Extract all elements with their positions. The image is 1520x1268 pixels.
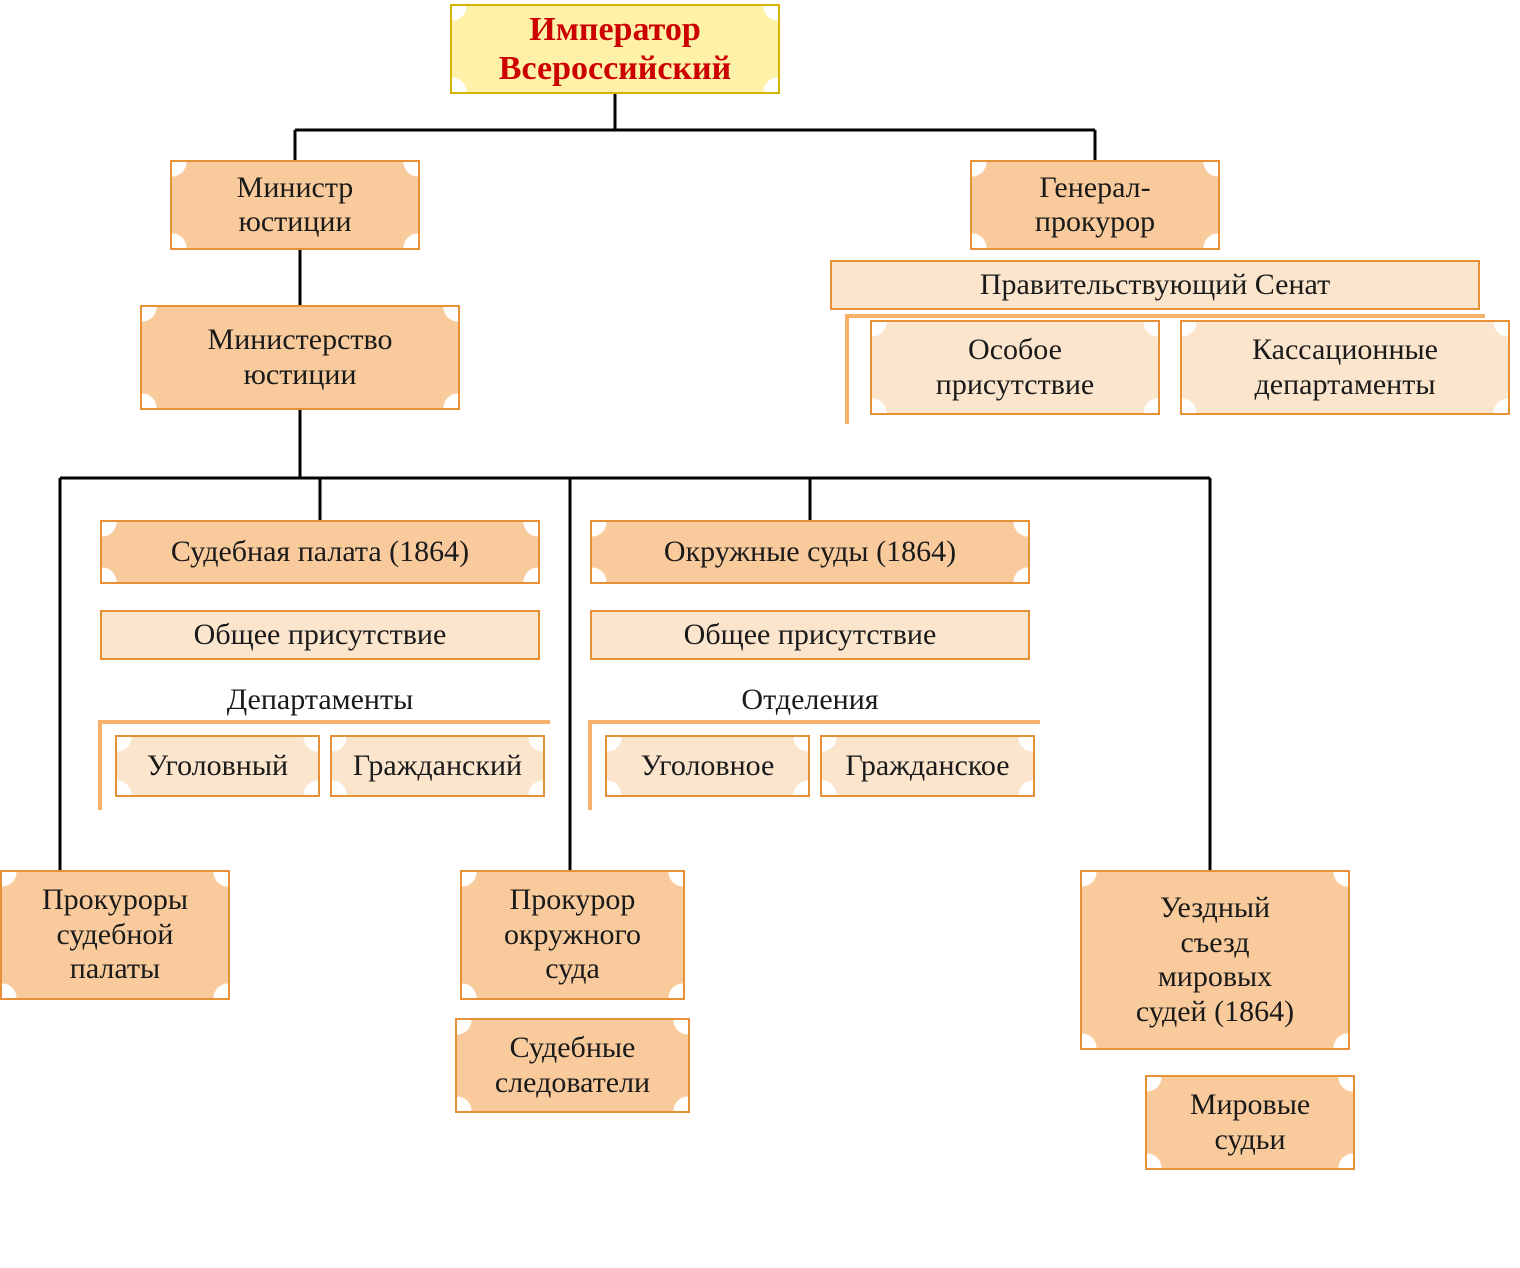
node-grazhdanskoe: Гражданское [820, 735, 1035, 797]
node-label: Общее присутствие [684, 618, 937, 653]
node-sud_sled: Судебные следователи [455, 1018, 690, 1113]
node-label: Генерал- прокурор [1035, 171, 1155, 240]
node-label: Министерство юстиции [208, 323, 393, 392]
node-label: Прокуроры судебной палаты [42, 883, 188, 987]
node-grazhdansky: Гражданский [330, 735, 545, 797]
node-label: Уездный съезд мировых судей (1864) [1136, 891, 1294, 1029]
node-label: Уголовный [147, 749, 288, 784]
node-root: Император Всероссийский [450, 4, 780, 94]
node-mirov_sud: Мировые судьи [1145, 1075, 1355, 1170]
node-prok_palaty: Прокуроры судебной палаты [0, 870, 230, 1000]
node-label: Прокурор окружного суда [504, 883, 641, 987]
node-obshee_right: Общее присутствие [590, 610, 1030, 660]
node-min_just_dept: Министерство юстиции [140, 305, 460, 410]
node-otd_label: Отделения [590, 680, 1030, 720]
node-label: Уголовное [641, 749, 775, 784]
node-label: Император Всероссийский [499, 10, 731, 88]
node-label: Министр юстиции [237, 171, 354, 240]
node-label: Гражданский [353, 749, 522, 784]
org-chart: Император Всероссийский Министр юстиции Ге… [0, 0, 1520, 1268]
node-label: Гражданское [845, 749, 1009, 784]
node-osoboe: Особое присутствие [870, 320, 1160, 415]
node-okr_sudy: Окружные суды (1864) [590, 520, 1030, 584]
node-gen_prok: Генерал- прокурор [970, 160, 1220, 250]
node-label: Общее присутствие [194, 618, 447, 653]
node-senate_banner: Правительствующий Сенат [830, 260, 1480, 310]
node-prok_okr: Прокурор окружного суда [460, 870, 685, 1000]
node-label: Судебные следователи [495, 1031, 650, 1100]
node-ugolovnoe: Уголовное [605, 735, 810, 797]
node-label: Кассационные департаменты [1252, 333, 1438, 402]
node-min_just: Министр юстиции [170, 160, 420, 250]
node-uezd_sezd: Уездный съезд мировых судей (1864) [1080, 870, 1350, 1050]
node-label: Отделения [741, 683, 878, 718]
node-label: Мировые судьи [1190, 1088, 1310, 1157]
node-sud_palata: Судебная палата (1864) [100, 520, 540, 584]
node-kassac: Кассационные департаменты [1180, 320, 1510, 415]
node-label: Правительствующий Сенат [980, 268, 1330, 303]
node-dep_label: Департаменты [100, 680, 540, 720]
node-ugolovny: Уголовный [115, 735, 320, 797]
node-label: Судебная палата (1864) [171, 535, 469, 570]
node-label: Окружные суды (1864) [664, 535, 956, 570]
node-obshee_left: Общее присутствие [100, 610, 540, 660]
node-label: Особое присутствие [936, 333, 1094, 402]
node-label: Департаменты [227, 683, 414, 718]
